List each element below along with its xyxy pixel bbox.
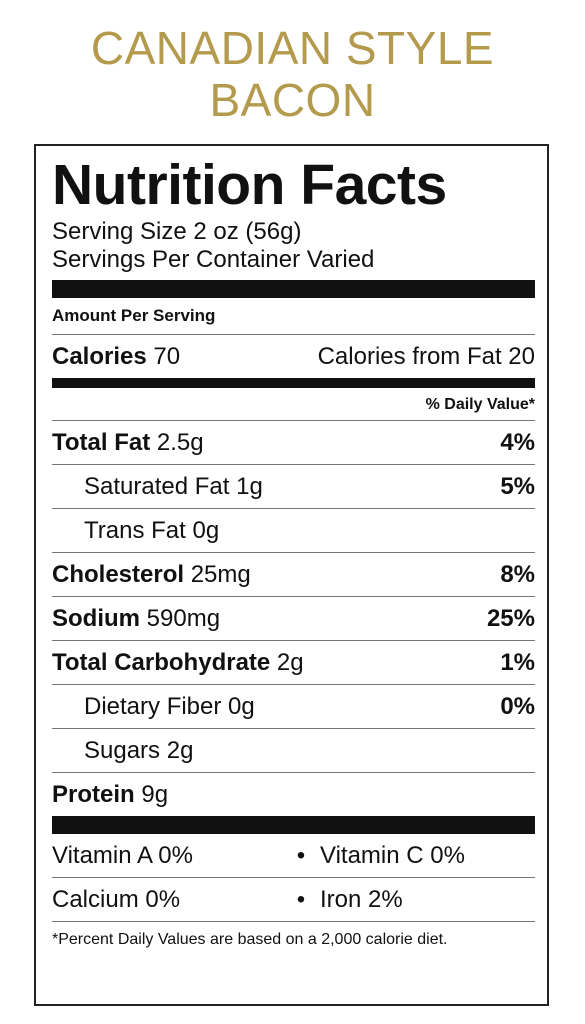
nutrient-name: Sugars — [84, 736, 161, 764]
divider — [52, 334, 535, 335]
nutrient-label: Sodium 590mg — [52, 605, 220, 633]
nutrient-row-protein: Protein 9g — [52, 773, 535, 816]
amount-per-serving: Amount Per Serving — [52, 306, 216, 325]
divider — [52, 684, 535, 685]
nutrient-row-cholesterol: Cholesterol 25mg 8% — [52, 553, 535, 596]
nutrient-name: Dietary Fiber — [84, 692, 222, 720]
product-title-line-1: CANADIAN STYLE — [90, 22, 495, 74]
nutrient-amount: 25mg — [190, 560, 251, 588]
thick-divider — [52, 280, 535, 298]
medium-divider — [52, 378, 535, 388]
nutrient-amount: 9g — [141, 780, 169, 808]
nutrient-row-dietary-fiber: Dietary Fiber 0g 0% — [52, 685, 535, 728]
nutrient-name: Saturated Fat — [84, 472, 230, 500]
iron: Iron 2% — [320, 885, 403, 913]
nutrient-name: Cholesterol — [52, 560, 185, 588]
daily-value-header: % Daily Value* — [425, 396, 535, 413]
nutrient-percent: 0% — [500, 692, 535, 720]
divider — [52, 552, 535, 553]
nutrient-percent: 4% — [500, 428, 535, 456]
nutrient-name: Trans Fat — [84, 516, 186, 544]
calories-row: Calories 70 Calories from Fat 20 — [52, 335, 535, 378]
vitamin-c: Vitamin C 0% — [320, 841, 465, 869]
product-title-line-2: BACON — [209, 74, 376, 126]
nutrient-row-sodium: Sodium 590mg 25% — [52, 597, 535, 640]
vitamin-row-2: Calcium 0% • Iron 2% — [52, 878, 535, 921]
servings-per-container: Servings Per Container Varied — [52, 246, 375, 273]
nutrient-name: Sodium — [52, 604, 140, 632]
nutrient-percent: 1% — [500, 648, 535, 676]
calories-label: Calories — [52, 342, 147, 370]
bullet-separator: • — [296, 841, 306, 869]
divider — [52, 508, 535, 509]
divider — [52, 772, 535, 773]
bullet-separator: • — [296, 885, 306, 913]
nutrient-row-sugars: Sugars 2g — [52, 729, 535, 772]
nutrition-facts-content: Nutrition Facts Serving Size 2 oz (56g) … — [52, 152, 535, 950]
divider — [52, 728, 535, 729]
nutrient-name: Total Carbohydrate — [52, 648, 271, 676]
nutrient-row-total-fat: Total Fat 2.5g 4% — [52, 421, 535, 464]
nutrient-amount: 1g — [236, 472, 263, 500]
calcium: Calcium 0% — [52, 885, 181, 913]
nutrient-amount: 590mg — [146, 604, 221, 632]
nutrient-percent: 8% — [500, 560, 535, 588]
calories-value: 70 — [153, 342, 181, 370]
vitamin-row-1: Vitamin A 0% • Vitamin C 0% — [52, 834, 535, 877]
calories-group: Calories 70 — [52, 343, 180, 371]
nutrient-label: Cholesterol 25mg — [52, 561, 251, 589]
nutrient-name: Protein — [52, 780, 135, 808]
calories-from-fat: Calories from Fat 20 — [317, 342, 535, 370]
vitamin-a: Vitamin A 0% — [52, 841, 193, 869]
divider — [52, 640, 535, 641]
nutrient-row-trans-fat: Trans Fat 0g — [52, 509, 535, 552]
thick-divider — [52, 816, 535, 834]
nutrient-amount: 2.5g — [156, 428, 204, 456]
nutrient-row-saturated-fat: Saturated Fat 1g 5% — [52, 465, 535, 508]
divider — [52, 420, 535, 421]
nutrient-percent: 5% — [500, 472, 535, 500]
divider — [52, 877, 535, 878]
nutrient-label: Trans Fat 0g — [84, 517, 219, 545]
nutrition-facts-panel: Nutrition Facts Serving Size 2 oz (56g) … — [34, 144, 549, 1006]
nutrient-amount: 2g — [166, 736, 194, 764]
nutrient-label: Sugars 2g — [84, 737, 193, 765]
nutrient-row-total-carbohydrate: Total Carbohydrate 2g 1% — [52, 641, 535, 684]
nutrient-label: Saturated Fat 1g — [84, 473, 263, 501]
footnote: *Percent Daily Values are based on a 2,0… — [52, 931, 448, 948]
nutrient-amount: 0g — [192, 516, 220, 544]
divider — [52, 464, 535, 465]
nutrient-percent: 25% — [486, 604, 535, 632]
nutrient-label: Protein 9g — [52, 781, 168, 809]
nutrient-label: Dietary Fiber 0g — [84, 693, 255, 721]
divider — [52, 596, 535, 597]
nutrient-amount: 0g — [228, 692, 255, 720]
product-title: CANADIAN STYLE BACON — [0, 22, 585, 126]
nutrition-facts-heading: Nutrition Facts — [52, 153, 447, 217]
nutrient-name: Total Fat — [52, 428, 151, 456]
serving-size: Serving Size 2 oz (56g) — [52, 218, 302, 245]
nutrient-amount: 2g — [276, 648, 304, 676]
nutrient-label: Total Carbohydrate 2g — [52, 649, 304, 677]
divider — [52, 921, 535, 922]
nutrient-label: Total Fat 2.5g — [52, 429, 204, 457]
